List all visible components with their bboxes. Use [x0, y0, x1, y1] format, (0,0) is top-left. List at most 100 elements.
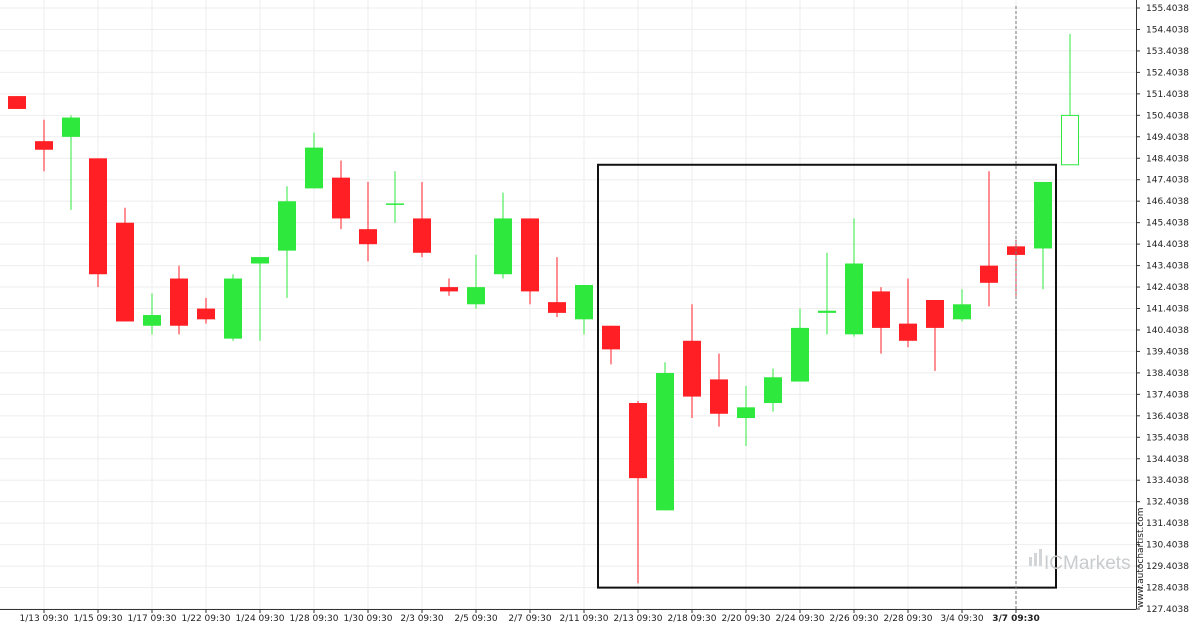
candle: [1061, 33, 1079, 166]
x-tick-label: 2/13 09:30: [613, 614, 662, 624]
candle-body: [1061, 114, 1079, 166]
y-tick-label: 143.4038: [1146, 262, 1189, 272]
y-tick-label: 148.4038: [1146, 154, 1189, 164]
y-tick-label: 155.4038: [1146, 4, 1189, 14]
candle: [224, 274, 242, 341]
y-tick-label: 146.4038: [1146, 197, 1189, 207]
y-tick-label: 140.4038: [1146, 326, 1189, 336]
candle-body: [278, 201, 296, 251]
y-tick-label: 136.4038: [1146, 412, 1189, 422]
candle-body: [818, 310, 836, 313]
icmarkets-logo-icon: [1029, 549, 1042, 566]
x-tick-label: 2/5 09:30: [454, 614, 498, 624]
candle: [521, 218, 539, 305]
y-tick-label: 131.4038: [1146, 519, 1189, 529]
candle-body: [170, 278, 188, 326]
y-tick-label: 151.4038: [1146, 90, 1189, 100]
candle: [602, 325, 620, 365]
candle-body: [926, 299, 944, 328]
candle: [926, 299, 944, 371]
x-tick-label: 1/28 09:30: [289, 614, 338, 624]
candle-body: [251, 257, 269, 264]
icmarkets-brand-text: ICMarkets: [1044, 553, 1131, 574]
candles: [8, 33, 1079, 584]
y-tick-label: 142.4038: [1146, 283, 1189, 293]
candle: [791, 308, 809, 382]
candle: [413, 181, 431, 258]
y-tick-label: 152.4038: [1146, 68, 1189, 78]
y-tick-label: 127.4038: [1146, 605, 1189, 615]
gridlines: [0, 0, 1136, 610]
x-tick-label: 2/3 09:30: [400, 614, 444, 624]
candle: [278, 186, 296, 298]
candle: [359, 181, 377, 262]
y-tick-label: 147.4038: [1146, 176, 1189, 186]
candle-body: [224, 278, 242, 339]
candle: [845, 218, 863, 337]
candle-body: [116, 222, 134, 322]
y-tick-label: 138.4038: [1146, 369, 1189, 379]
candle-body: [35, 141, 53, 150]
candle-body: [710, 379, 728, 414]
candle-body: [683, 340, 701, 397]
x-tick-label: 2/24 09:30: [775, 614, 824, 624]
y-tick-label: 150.4038: [1146, 111, 1189, 121]
candle-body: [656, 372, 674, 511]
candle-body: [386, 203, 404, 205]
candle: [251, 257, 269, 341]
candle: [143, 293, 161, 335]
candle: [737, 385, 755, 446]
candle-body: [764, 377, 782, 404]
candle: [332, 160, 350, 230]
candle: [467, 254, 485, 309]
candle: [62, 115, 80, 210]
x-tick-label: 1/30 09:30: [343, 614, 392, 624]
candle-body: [359, 229, 377, 245]
candle: [899, 278, 917, 348]
y-tick-label: 149.4038: [1146, 133, 1189, 143]
candle-body: [521, 218, 539, 292]
pattern-box: [597, 163, 1057, 589]
x-tick-label: 2/20 09:30: [721, 614, 770, 624]
candle: [683, 304, 701, 419]
candle-body: [629, 403, 647, 479]
y-tick-label: 129.4038: [1146, 562, 1189, 572]
candle: [953, 289, 971, 322]
x-tick-label: 2/7 09:30: [508, 614, 552, 624]
candle-body: [791, 327, 809, 382]
candle-body: [440, 287, 458, 292]
candle: [305, 132, 323, 189]
candle-body: [494, 218, 512, 275]
candle-body: [899, 323, 917, 341]
candle-body: [872, 291, 890, 328]
candle-body: [737, 407, 755, 419]
autochartist-site-text: www.autochartist.com: [1136, 507, 1146, 608]
candle-body: [413, 218, 431, 253]
x-tick-label: 1/15 09:30: [73, 614, 122, 624]
x-tick-label: 1/17 09:30: [127, 614, 176, 624]
candle-body: [1007, 246, 1025, 255]
y-tick-label: 154.4038: [1146, 25, 1189, 35]
y-tick-label: 130.4038: [1146, 541, 1189, 551]
x-tick-label: 3/7 09:30: [992, 614, 1040, 624]
candle-body: [575, 284, 593, 320]
candle-body: [8, 96, 26, 109]
x-tick-label: 2/11 09:30: [559, 614, 608, 624]
candle-body: [197, 308, 215, 320]
candle-body: [548, 302, 566, 313]
candle-body: [332, 177, 350, 219]
candle: [197, 297, 215, 324]
x-tick-label: 2/28 09:30: [883, 614, 932, 624]
candle: [440, 278, 458, 296]
x-tick-label: 1/13 09:30: [19, 614, 68, 624]
y-tick-label: 133.4038: [1146, 476, 1189, 486]
pattern-box-layer: [597, 163, 1057, 589]
y-tick-label: 135.4038: [1146, 433, 1189, 443]
x-tick-label: 2/26 09:30: [829, 614, 878, 624]
y-tick-label: 145.4038: [1146, 219, 1189, 229]
candle: [35, 119, 53, 172]
y-tick-label: 134.4038: [1146, 455, 1189, 465]
candle: [386, 171, 404, 223]
